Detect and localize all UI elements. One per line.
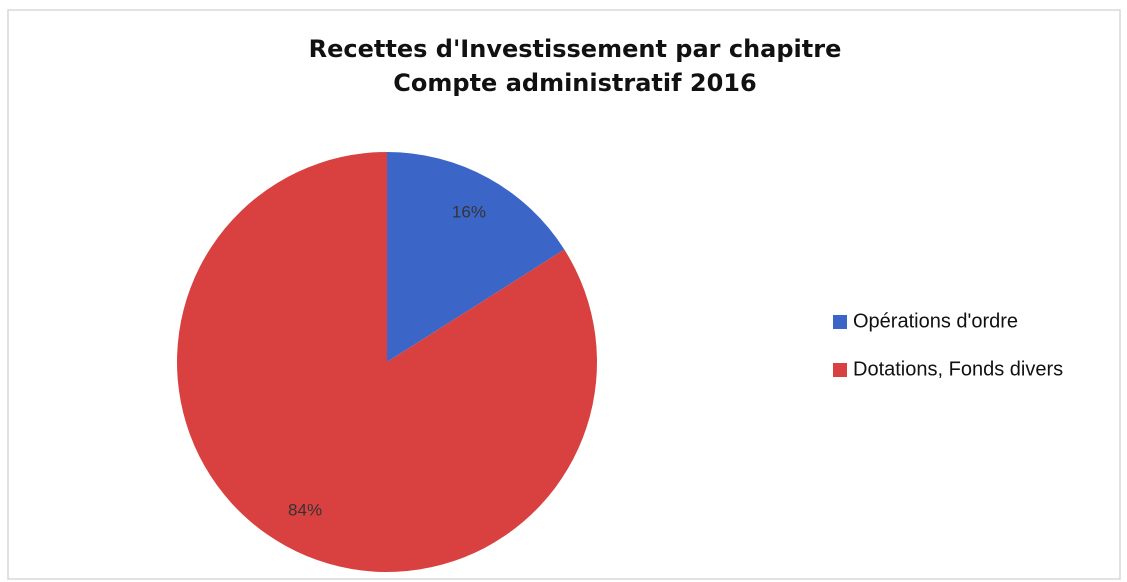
legend-swatch: [833, 315, 847, 329]
legend-swatch: [833, 363, 847, 377]
data-label: 84%: [288, 501, 322, 520]
legend-label: Opérations d'ordre: [853, 310, 1018, 332]
legend-label: Dotations, Fonds divers: [853, 358, 1063, 380]
pie-slice: [387, 152, 565, 362]
chart-title: Recettes d'Investissement par chapitre: [309, 35, 842, 63]
data-label: 16%: [452, 202, 486, 221]
pie-slice: [176, 152, 598, 572]
chart-subtitle: Compte administratif 2016: [393, 69, 756, 97]
